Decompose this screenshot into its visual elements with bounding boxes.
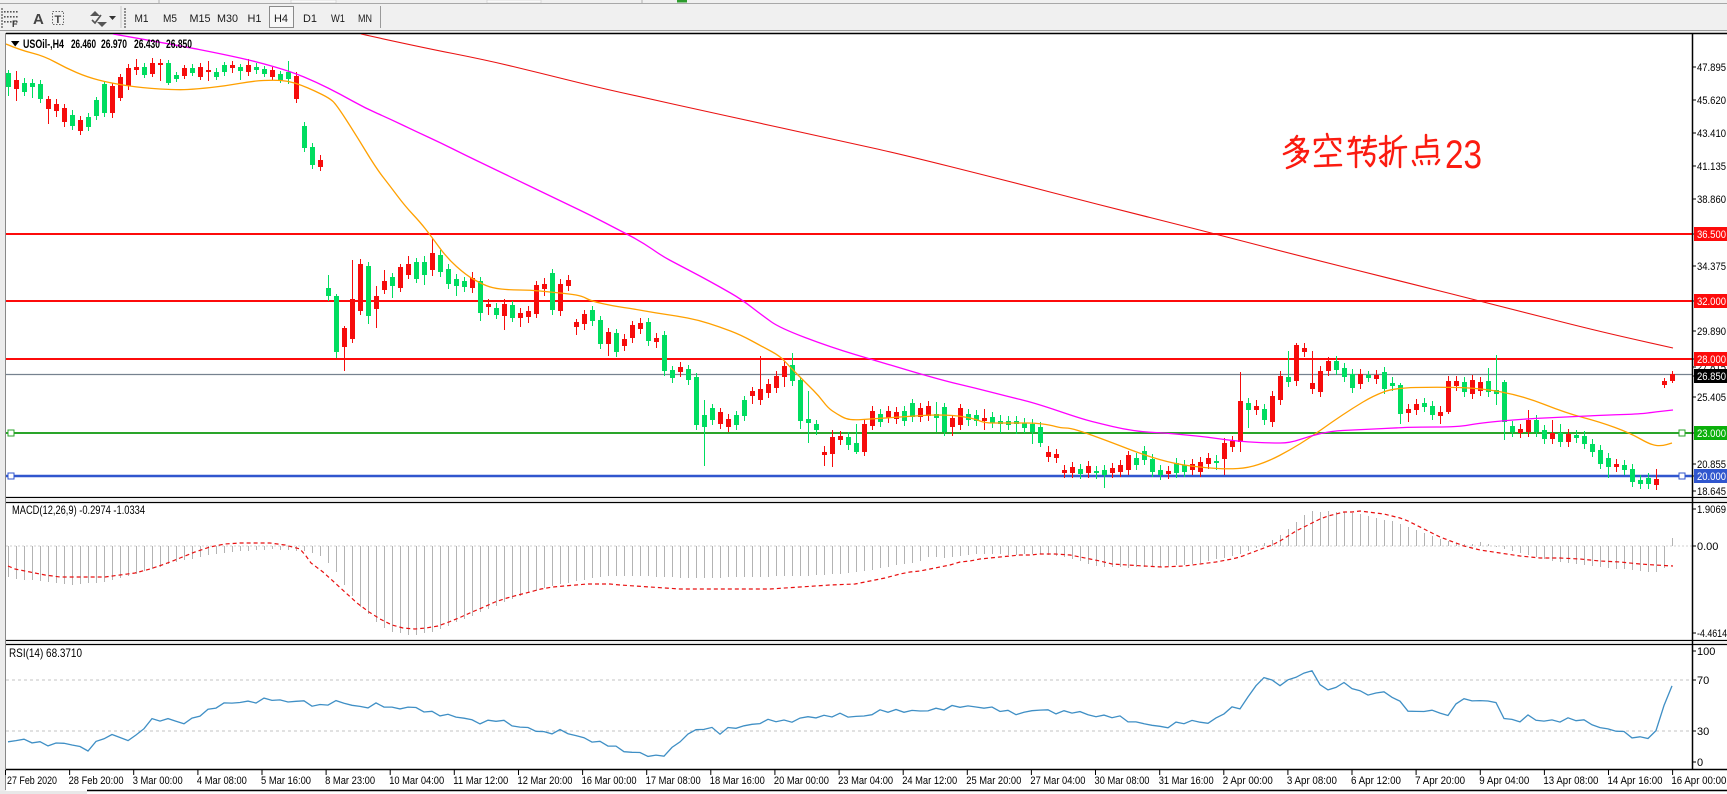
svg-text:20.000: 20.000 (1697, 471, 1726, 483)
svg-text:24 Mar 12:00: 24 Mar 12:00 (902, 775, 957, 787)
svg-text:M30: M30 (217, 13, 238, 25)
svg-text:F: F (12, 19, 18, 29)
svg-text:20 Mar 00:00: 20 Mar 00:00 (774, 775, 829, 787)
svg-text:8 Mar 23:00: 8 Mar 23:00 (325, 775, 375, 787)
svg-text:3 Apr 08:00: 3 Apr 08:00 (1287, 775, 1337, 787)
svg-text:45.620: 45.620 (1697, 95, 1726, 107)
svg-text:5 Mar 16:00: 5 Mar 16:00 (261, 775, 311, 787)
svg-text:4 Mar 08:00: 4 Mar 08:00 (197, 775, 247, 787)
svg-text:25.405: 25.405 (1697, 392, 1726, 404)
svg-text:36.500: 36.500 (1697, 229, 1726, 241)
svg-text:W1: W1 (331, 13, 345, 25)
svg-text:23 Mar 04:00: 23 Mar 04:00 (838, 775, 893, 787)
svg-text:16 Apr 00:00: 16 Apr 00:00 (1671, 775, 1726, 787)
svg-text:A: A (33, 11, 44, 28)
svg-text:34.375: 34.375 (1697, 261, 1726, 273)
svg-text:38.860: 38.860 (1697, 194, 1726, 206)
svg-text:30: 30 (1697, 726, 1709, 738)
svg-text:M15: M15 (190, 13, 211, 25)
svg-text:USOil-,H4: USOil-,H4 (23, 37, 64, 51)
svg-text:28.000: 28.000 (1697, 354, 1726, 366)
svg-text:23.000: 23.000 (1697, 428, 1726, 440)
svg-text:70: 70 (1697, 675, 1709, 687)
svg-text:0: 0 (1697, 757, 1703, 769)
svg-text:28 Feb 20:00: 28 Feb 20:00 (69, 775, 124, 787)
svg-text:7 Apr 20:00: 7 Apr 20:00 (1415, 775, 1465, 787)
svg-text:30 Mar 08:00: 30 Mar 08:00 (1095, 775, 1150, 787)
svg-text:23: 23 (1445, 133, 1482, 177)
svg-text:12 Mar 20:00: 12 Mar 20:00 (518, 775, 573, 787)
svg-text:26.850: 26.850 (166, 37, 192, 51)
svg-text:26.970: 26.970 (101, 37, 127, 51)
svg-text:32.000: 32.000 (1697, 296, 1726, 308)
svg-text:T: T (55, 14, 62, 26)
svg-text:9 Apr 04:00: 9 Apr 04:00 (1479, 775, 1529, 787)
svg-text:25 Mar 20:00: 25 Mar 20:00 (966, 775, 1021, 787)
svg-text:26.430: 26.430 (134, 37, 160, 51)
svg-text:26.850: 26.850 (1697, 371, 1726, 383)
svg-text:11 Mar 12:00: 11 Mar 12:00 (453, 775, 508, 787)
svg-text:M5: M5 (163, 13, 177, 25)
svg-text:43.410: 43.410 (1697, 128, 1726, 140)
svg-text:41.135: 41.135 (1697, 161, 1726, 173)
svg-text:18.645: 18.645 (1697, 486, 1726, 498)
svg-text:H1: H1 (248, 13, 262, 25)
svg-text:D1: D1 (303, 13, 317, 25)
svg-text:1.9069: 1.9069 (1697, 504, 1726, 516)
svg-text:RSI(14) 68.3710: RSI(14) 68.3710 (9, 646, 82, 660)
svg-text:M1: M1 (135, 13, 149, 25)
svg-text:13 Apr 08:00: 13 Apr 08:00 (1543, 775, 1598, 787)
svg-text:10 Mar 04:00: 10 Mar 04:00 (389, 775, 444, 787)
svg-text:31 Mar 16:00: 31 Mar 16:00 (1159, 775, 1214, 787)
svg-text:-4.4614: -4.4614 (1697, 628, 1727, 640)
svg-text:47.895: 47.895 (1697, 62, 1726, 74)
svg-text:H4: H4 (274, 13, 288, 25)
svg-text:27 Mar 04:00: 27 Mar 04:00 (1030, 775, 1085, 787)
svg-text:MN: MN (358, 13, 372, 25)
svg-text:27 Feb 2020: 27 Feb 2020 (7, 775, 57, 787)
svg-text:29.890: 29.890 (1697, 326, 1726, 338)
svg-text:6 Apr 12:00: 6 Apr 12:00 (1351, 775, 1401, 787)
svg-text:20.855: 20.855 (1697, 459, 1726, 471)
svg-text:MACD(12,26,9) -0.2974 -1.0334: MACD(12,26,9) -0.2974 -1.0334 (12, 503, 145, 517)
svg-text:17 Mar 08:00: 17 Mar 08:00 (646, 775, 701, 787)
svg-text:16 Mar 00:00: 16 Mar 00:00 (582, 775, 637, 787)
svg-text:26.460: 26.460 (71, 37, 96, 51)
svg-text:2 Apr 00:00: 2 Apr 00:00 (1223, 775, 1273, 787)
svg-text:14 Apr 16:00: 14 Apr 16:00 (1608, 775, 1663, 787)
svg-text:100: 100 (1697, 646, 1715, 658)
svg-text:18 Mar 16:00: 18 Mar 16:00 (710, 775, 765, 787)
svg-text:0.00: 0.00 (1697, 541, 1718, 553)
svg-text:3 Mar 00:00: 3 Mar 00:00 (133, 775, 183, 787)
